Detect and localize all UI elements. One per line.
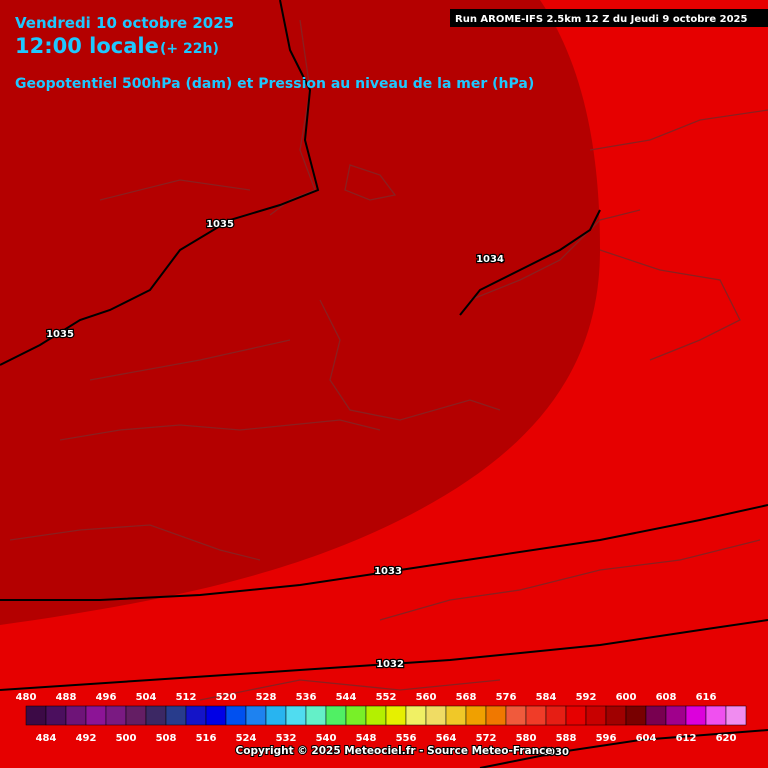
time-label: 12:00 locale [15, 34, 159, 58]
legend-swatch [445, 705, 467, 726]
legend-label: 620 [716, 733, 737, 744]
legend-label: 492 [76, 733, 97, 744]
legend-label: 616 [696, 692, 717, 703]
legend-swatch [165, 705, 187, 726]
legend-swatch [105, 705, 127, 726]
legend-label: 528 [256, 692, 277, 703]
legend-label: 592 [576, 692, 597, 703]
legend-label: 512 [176, 692, 197, 703]
copyright: Copyright © 2025 Meteociel.fr - Source M… [236, 745, 553, 757]
isobar-label: 1032 [376, 659, 404, 670]
legend-label: 480 [16, 692, 37, 703]
legend-swatch [565, 705, 587, 726]
legend-swatch [505, 705, 527, 726]
legend-swatch [325, 705, 347, 726]
legend-swatch [145, 705, 167, 726]
legend-label: 552 [376, 692, 397, 703]
lead-label: (+ 22h) [160, 41, 219, 57]
legend-swatch [265, 705, 287, 726]
legend-swatch [665, 705, 687, 726]
legend-label: 564 [436, 733, 457, 744]
legend-label: 508 [156, 733, 177, 744]
legend-swatch [405, 705, 427, 726]
legend-swatch [305, 705, 327, 726]
date-label: Vendredi 10 octobre 2025 [15, 14, 234, 32]
legend-label: 576 [496, 692, 517, 703]
isobar-label: 1030 [541, 747, 569, 758]
legend-swatch [645, 705, 667, 726]
run-banner [450, 9, 768, 27]
legend-swatch [685, 705, 707, 726]
legend-swatch [225, 705, 247, 726]
isobar-labels: 1035 1035 1034 1033 1032 1030 [45, 218, 570, 760]
legend-label: 536 [296, 692, 317, 703]
legend-swatch [345, 705, 367, 726]
legend-swatch [25, 705, 47, 726]
legend-label: 504 [136, 692, 157, 703]
legend-label: 572 [476, 733, 497, 744]
legend-swatch [205, 705, 227, 726]
legend-swatch [45, 705, 67, 726]
isobar-label: 1034 [476, 254, 504, 265]
legend-label: 488 [56, 692, 77, 703]
geopotential-zone [0, 0, 600, 625]
legend-label: 496 [96, 692, 117, 703]
legend-label: 500 [116, 733, 137, 744]
isobar-label: 1033 [374, 566, 402, 577]
legend-swatch [625, 705, 647, 726]
legend-swatch [125, 705, 147, 726]
legend-swatch [385, 705, 407, 726]
legend-label: 568 [456, 692, 477, 703]
legend-label: 556 [396, 733, 417, 744]
legend-swatch [485, 705, 507, 726]
run-info: Run AROME-IFS 2.5km 12 Z du Jeudi 9 octo… [455, 14, 747, 25]
legend-label: 612 [676, 733, 697, 744]
legend-swatch [465, 705, 487, 726]
legend-swatch [85, 705, 107, 726]
legend-swatch [605, 705, 627, 726]
legend-label: 548 [356, 733, 377, 744]
legend-label: 532 [276, 733, 297, 744]
legend-label: 604 [636, 733, 657, 744]
legend-swatch [545, 705, 567, 726]
legend-label: 588 [556, 733, 577, 744]
legend-swatch [65, 705, 87, 726]
legend-label: 560 [416, 692, 437, 703]
legend-label: 520 [216, 692, 237, 703]
legend-label: 580 [516, 733, 537, 744]
legend-swatch [585, 705, 607, 726]
legend-swatch [725, 705, 747, 726]
legend-swatch [365, 705, 387, 726]
legend-swatch [245, 705, 267, 726]
legend-swatch [285, 705, 307, 726]
legend-label: 524 [236, 733, 257, 744]
legend-label: 584 [536, 692, 557, 703]
legend-swatch [185, 705, 207, 726]
legend: 480 484 488 492 496 500 504 508 512 516 520 524 528 5… [16, 692, 747, 744]
legend-swatch [525, 705, 547, 726]
legend-label: 540 [316, 733, 337, 744]
legend-label: 484 [36, 733, 57, 744]
isobar-label: 1035 [46, 329, 74, 340]
legend-label: 544 [336, 692, 357, 703]
legend-label: 516 [196, 733, 217, 744]
legend-label: 608 [656, 692, 677, 703]
legend-swatch [705, 705, 727, 726]
legend-label: 600 [616, 692, 637, 703]
legend-label: 596 [596, 733, 617, 744]
subtitle: Geopotentiel 500hPa (dam) et Pression au… [15, 76, 534, 92]
isobar-label: 1035 [206, 219, 234, 230]
legend-swatch [425, 705, 447, 726]
